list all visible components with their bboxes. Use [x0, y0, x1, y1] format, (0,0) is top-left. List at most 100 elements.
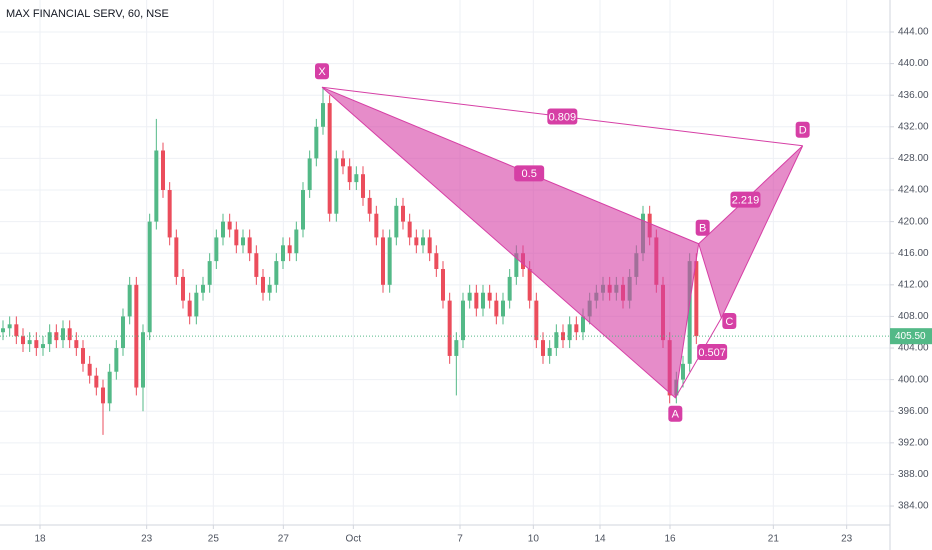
- candle-body: [127, 284, 132, 317]
- candle-body: [387, 237, 392, 285]
- candle-body: [354, 174, 359, 183]
- y-tick-label: 388.00: [898, 469, 929, 480]
- y-tick-label: 408.00: [898, 311, 929, 322]
- y-tick-label: 432.00: [898, 121, 929, 132]
- x-tick-label: 18: [34, 534, 46, 545]
- candle-body: [47, 332, 52, 345]
- candle-body: [434, 253, 439, 270]
- candle-body: [34, 340, 39, 349]
- candle-body: [61, 328, 65, 341]
- candle-body: [501, 300, 505, 317]
- y-tick-label: 400.00: [898, 374, 929, 385]
- candle-body: [414, 237, 419, 246]
- pattern-point-label-badge: [795, 121, 810, 138]
- chart-title: MAX FINANCIAL SERV, 60, NSE: [6, 8, 169, 20]
- pattern-point-label: B: [699, 223, 706, 235]
- pattern-point-label: A: [672, 409, 680, 421]
- candle-body: [54, 332, 59, 341]
- candle-body: [114, 348, 119, 372]
- candle-body: [221, 221, 225, 238]
- candle-body: [1, 328, 5, 333]
- candle-body: [314, 126, 319, 159]
- y-tick-label: 444.00: [898, 27, 929, 38]
- pattern-ratio-label: 0.507: [698, 347, 726, 359]
- candle-body: [554, 332, 559, 349]
- candle-body: [254, 253, 259, 277]
- candle-body: [261, 276, 265, 293]
- candle-body: [174, 237, 179, 277]
- pattern-point-label: C: [725, 316, 733, 328]
- candle-body: [81, 348, 85, 364]
- x-tick-label: 7: [457, 534, 463, 545]
- x-tick-label: 27: [278, 534, 290, 545]
- candle-body: [141, 332, 145, 388]
- pattern-ratio-label-badge: [697, 343, 728, 360]
- candle-body: [167, 190, 172, 238]
- candle-body: [207, 261, 212, 285]
- y-tick-label: 404.00: [898, 343, 929, 354]
- y-tick-label: 420.00: [898, 216, 929, 227]
- candle-body: [534, 300, 539, 341]
- candle-body: [541, 340, 545, 356]
- pattern-ratio-label-badge: [547, 108, 578, 125]
- pattern-point-label-badge: [695, 219, 710, 236]
- pattern-ratio-label-badge: [730, 191, 761, 208]
- candle-body: [281, 245, 285, 262]
- candle-body: [307, 158, 312, 191]
- x-tick-label: 21: [768, 534, 780, 545]
- y-tick-label: 412.00: [898, 279, 929, 290]
- candle-body: [407, 221, 412, 238]
- x-tick-label: 23: [841, 534, 853, 545]
- candle-body: [287, 245, 292, 254]
- y-tick-label: 392.00: [898, 437, 929, 448]
- candle-body: [374, 213, 379, 238]
- candle-body: [507, 276, 512, 301]
- candle-body: [121, 316, 125, 349]
- candle-body: [441, 269, 445, 301]
- candle-body: [21, 336, 25, 345]
- candle-body: [67, 328, 72, 341]
- candle-body: [181, 276, 185, 301]
- pattern-ratio-label: 2.219: [732, 195, 760, 207]
- pattern-point-label: X: [318, 66, 326, 78]
- x-tick-label: 25: [208, 534, 220, 545]
- candle-body: [487, 292, 492, 301]
- pattern-point-label-badge: [668, 405, 683, 422]
- y-tick-label: 384.00: [898, 501, 929, 512]
- candle-body: [481, 292, 485, 309]
- candle-body: [454, 340, 459, 356]
- candle-body: [681, 363, 685, 380]
- y-tick-label: 416.00: [898, 248, 929, 259]
- candle-body: [494, 300, 499, 317]
- candle-body: [201, 284, 205, 293]
- candle-body: [321, 103, 325, 127]
- candle-body: [447, 300, 452, 356]
- candle-body: [514, 253, 519, 277]
- candle-body: [574, 324, 579, 333]
- x-tick-label: 14: [594, 534, 606, 545]
- candle-body: [7, 324, 12, 329]
- pattern-point-label-badge: [315, 63, 329, 80]
- candle-body: [567, 324, 572, 341]
- candle-body: [161, 150, 165, 191]
- candle-body: [227, 221, 232, 230]
- pattern-point-label-badge: [722, 313, 737, 330]
- candle-body: [467, 292, 472, 301]
- candle-body: [347, 166, 352, 183]
- candle-body: [107, 371, 112, 404]
- candle-body: [74, 340, 79, 349]
- y-tick-label: 428.00: [898, 153, 929, 164]
- pattern: X A B C D 0.809 0.5 2.219 0.507: [315, 63, 810, 422]
- candle-body: [694, 261, 699, 337]
- candle-body: [134, 284, 139, 388]
- candle-body: [527, 269, 532, 301]
- candle-body: [394, 205, 399, 238]
- candle-body: [14, 324, 19, 337]
- pattern-ratio-label-badge: [514, 165, 545, 182]
- candle-body: [401, 205, 405, 222]
- candle-body: [234, 229, 239, 246]
- candle-body: [87, 363, 92, 376]
